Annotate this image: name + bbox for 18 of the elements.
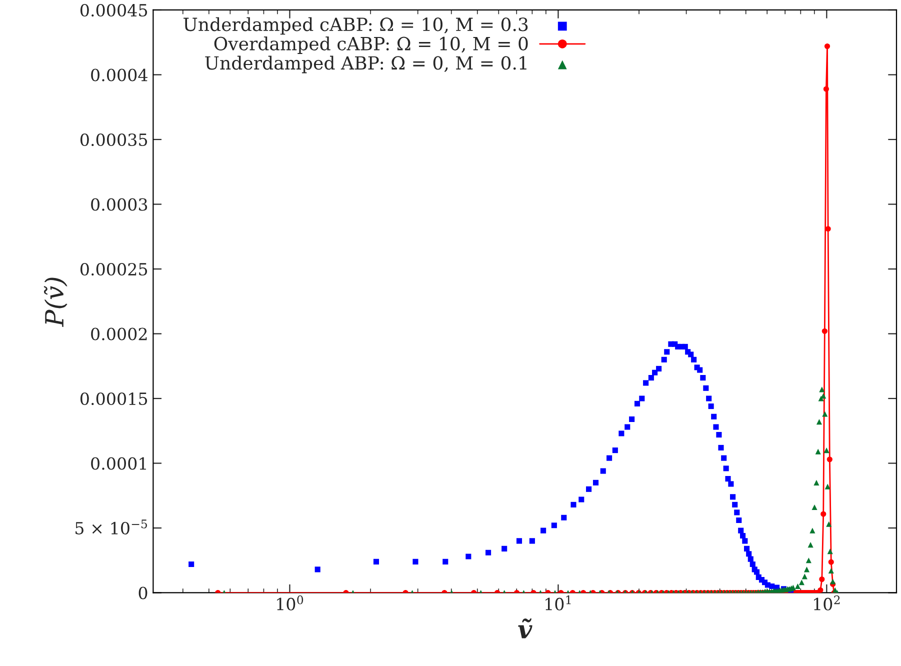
y-tick-label: 0.00025 (80, 262, 148, 276)
y-tick-label: 5 × 10$^{−5}$ (76, 520, 147, 534)
x-tick-label: 10$^{1}$ (546, 595, 571, 610)
x-tick-label: 10$^{2}$ (814, 595, 840, 610)
x-axis-title: ṽ (518, 618, 532, 638)
y-tick-label: 0.0001 (91, 457, 146, 470)
y-tick-label: 0.00015 (80, 392, 148, 406)
legend-label: Overdamped cABP: Ω = 10, M = 0 (214, 36, 528, 54)
y-tick-label: 0.00045 (80, 4, 148, 17)
y-tick-label: 0.0004 (91, 68, 148, 82)
y-tick-label: 0.00035 (80, 133, 148, 146)
y-tick-label: 0.0002 (91, 328, 147, 340)
y-tick-label: 0.0003 (91, 198, 148, 211)
y-tick-label: 0 (138, 586, 148, 600)
x-tick-label: 10$^{0}$ (277, 595, 304, 610)
legend-label: Underdamped ABP: Ω = 0, M = 0.1 (205, 56, 526, 74)
legend-label: Underdamped cABP: Ω = 10, M = 0.3 (184, 17, 528, 35)
y-axis-title: P(ṽ) (44, 278, 68, 327)
